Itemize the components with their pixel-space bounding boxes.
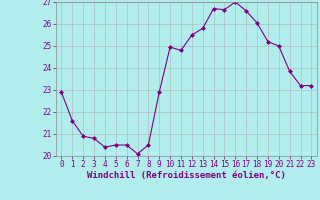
X-axis label: Windchill (Refroidissement éolien,°C): Windchill (Refroidissement éolien,°C) bbox=[87, 171, 286, 180]
